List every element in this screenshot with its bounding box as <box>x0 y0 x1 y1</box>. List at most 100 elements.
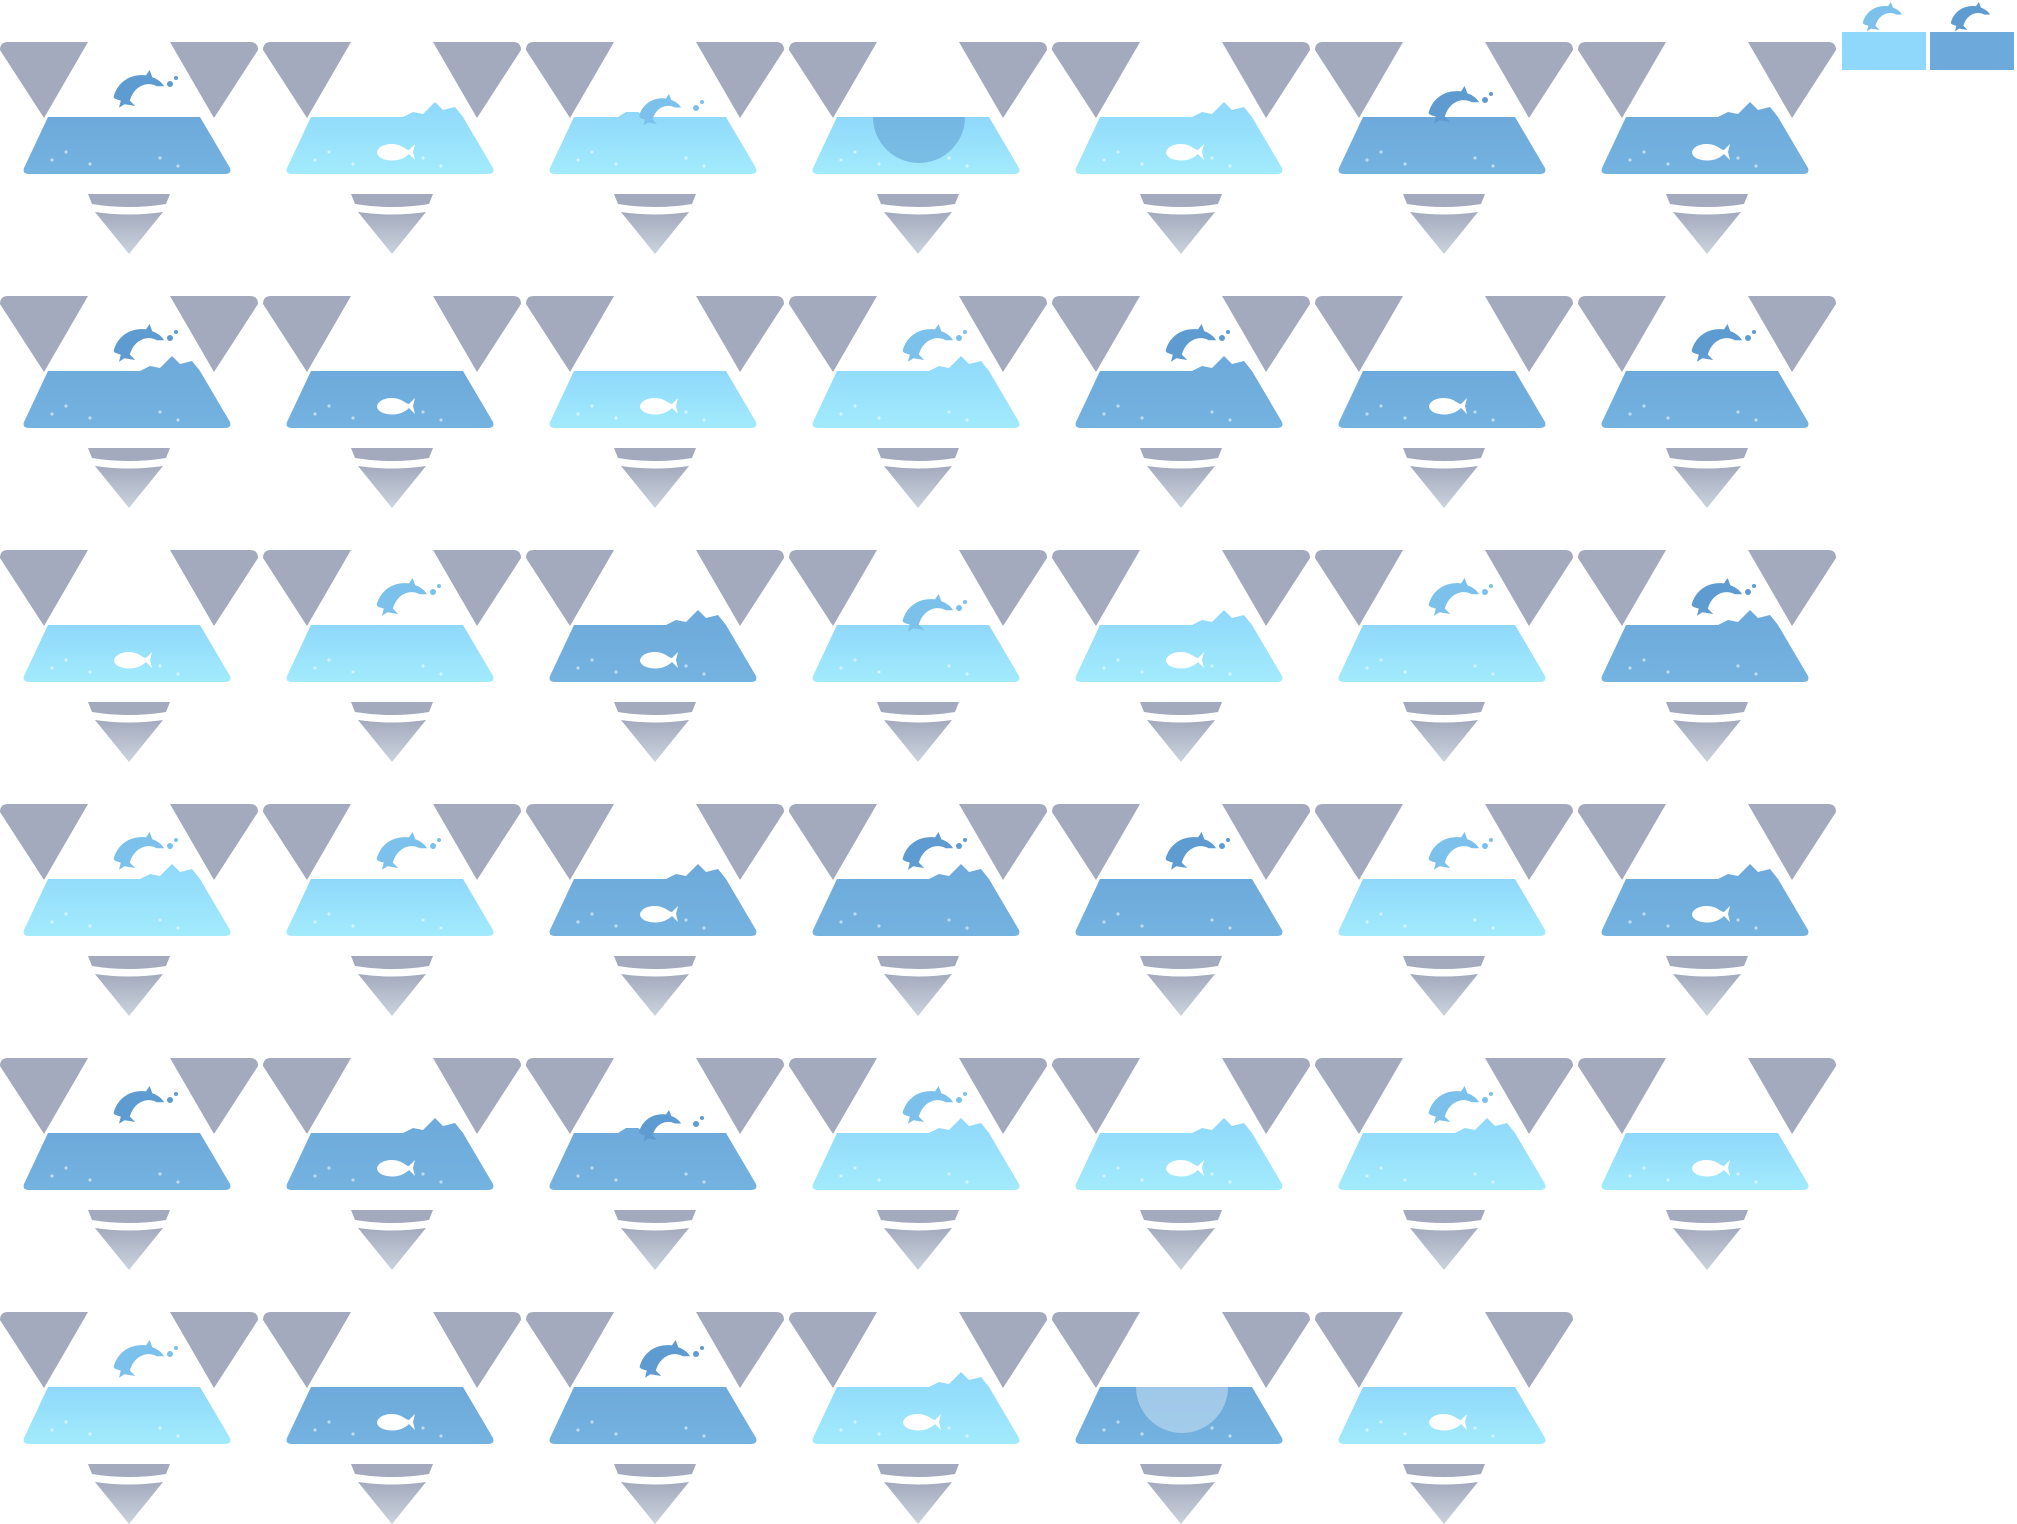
funnel-icon <box>614 448 696 508</box>
right-triangle-icon <box>433 42 521 118</box>
sprite-frame <box>0 42 258 254</box>
swatch-light <box>1842 2 1926 70</box>
left-triangle-icon <box>526 550 614 626</box>
left-triangle-icon <box>789 296 877 372</box>
dolphin-icon <box>113 1340 164 1378</box>
whale-icon <box>1692 1160 1730 1177</box>
right-triangle-icon <box>1222 1312 1310 1388</box>
sprite-frame <box>789 296 1047 508</box>
sprite-frame <box>263 296 521 508</box>
water-pool-icon <box>1601 864 1809 936</box>
right-triangle-icon <box>696 296 784 372</box>
funnel-icon <box>351 194 433 254</box>
dolphin-icon <box>1428 1086 1479 1124</box>
left-triangle-icon <box>1578 550 1666 626</box>
sprite-frame <box>0 550 258 762</box>
water-pool-icon <box>1601 371 1809 428</box>
left-triangle-icon <box>526 42 614 118</box>
left-triangle-icon <box>526 804 614 880</box>
left-triangle-icon <box>1315 296 1403 372</box>
sprite-frame <box>263 804 521 1016</box>
whale-icon <box>640 652 678 669</box>
whale-icon <box>640 398 678 415</box>
dolphin-icon <box>1428 832 1479 870</box>
right-triangle-icon <box>959 296 1047 372</box>
water-pool-icon <box>23 356 231 428</box>
left-triangle-icon <box>1315 804 1403 880</box>
left-triangle-icon <box>1052 804 1140 880</box>
left-triangle-icon <box>1052 550 1140 626</box>
sprite-frame <box>0 1312 258 1524</box>
funnel-icon <box>351 448 433 508</box>
left-triangle-icon <box>526 296 614 372</box>
funnel-icon <box>351 1464 433 1524</box>
right-triangle-icon <box>170 1312 258 1388</box>
water-pool-icon <box>812 625 1020 682</box>
right-triangle-icon <box>170 1058 258 1134</box>
left-triangle-icon <box>789 1058 877 1134</box>
right-triangle-icon <box>433 1312 521 1388</box>
whale-icon <box>1692 906 1730 923</box>
sprite-frame <box>1578 296 1836 508</box>
dolphin-icon <box>113 832 164 870</box>
right-triangle-icon <box>1222 296 1310 372</box>
sprite-frame <box>526 1058 784 1270</box>
dolphin-icon <box>376 578 427 616</box>
water-pool-icon <box>1075 879 1283 936</box>
sprite-frame <box>526 1312 784 1524</box>
sprite-frame <box>1578 804 1836 1016</box>
sprite-frame <box>1052 804 1310 1016</box>
left-triangle-icon <box>263 296 351 372</box>
dolphin-icon <box>1165 324 1216 362</box>
funnel-icon <box>88 956 170 1016</box>
right-triangle-icon <box>1748 1058 1836 1134</box>
dolphin-icon <box>1428 578 1479 616</box>
sprite-frame <box>0 296 258 508</box>
water-pool-icon <box>1075 610 1283 682</box>
left-triangle-icon <box>0 1312 88 1388</box>
left-triangle-icon <box>0 804 88 880</box>
right-triangle-icon <box>170 42 258 118</box>
right-triangle-icon <box>959 42 1047 118</box>
whale-icon <box>377 1414 415 1431</box>
left-triangle-icon <box>1578 296 1666 372</box>
sprite-frame <box>526 804 784 1016</box>
left-triangle-icon <box>1578 42 1666 118</box>
funnel-icon <box>1403 956 1485 1016</box>
left-triangle-icon <box>263 550 351 626</box>
funnel-icon <box>88 1210 170 1270</box>
water-pool-icon <box>549 610 757 682</box>
sprite-frame <box>1578 550 1836 762</box>
whale-icon <box>377 1160 415 1177</box>
left-triangle-icon <box>789 550 877 626</box>
dolphin-icon <box>902 1086 953 1124</box>
water-pool-icon <box>1338 879 1546 936</box>
funnel-icon <box>1666 956 1748 1016</box>
water-pool-icon <box>1075 356 1283 428</box>
right-triangle-icon <box>170 296 258 372</box>
water-pool-icon <box>286 879 494 936</box>
funnel-icon <box>1403 702 1485 762</box>
whale-icon <box>1166 144 1204 161</box>
right-triangle-icon <box>696 550 784 626</box>
whale-icon <box>1692 144 1730 161</box>
right-triangle-icon <box>1485 550 1573 626</box>
right-triangle-icon <box>959 1312 1047 1388</box>
whale-icon <box>377 398 415 415</box>
dolphin-icon <box>113 70 164 108</box>
funnel-icon <box>1666 194 1748 254</box>
right-triangle-icon <box>696 42 784 118</box>
swatch-strip <box>1842 0 2017 70</box>
funnel-icon <box>614 194 696 254</box>
right-triangle-icon <box>696 804 784 880</box>
funnel-icon <box>1140 702 1222 762</box>
sprite-frame <box>1052 550 1310 762</box>
water-pool-icon <box>23 1133 231 1190</box>
dolphin-icon <box>113 324 164 362</box>
dolphin-icon <box>113 1086 164 1124</box>
right-triangle-icon <box>433 550 521 626</box>
left-triangle-icon <box>0 550 88 626</box>
sprite-frame <box>263 42 521 254</box>
sprite-frame <box>789 804 1047 1016</box>
sprite-frame <box>1315 42 1573 254</box>
